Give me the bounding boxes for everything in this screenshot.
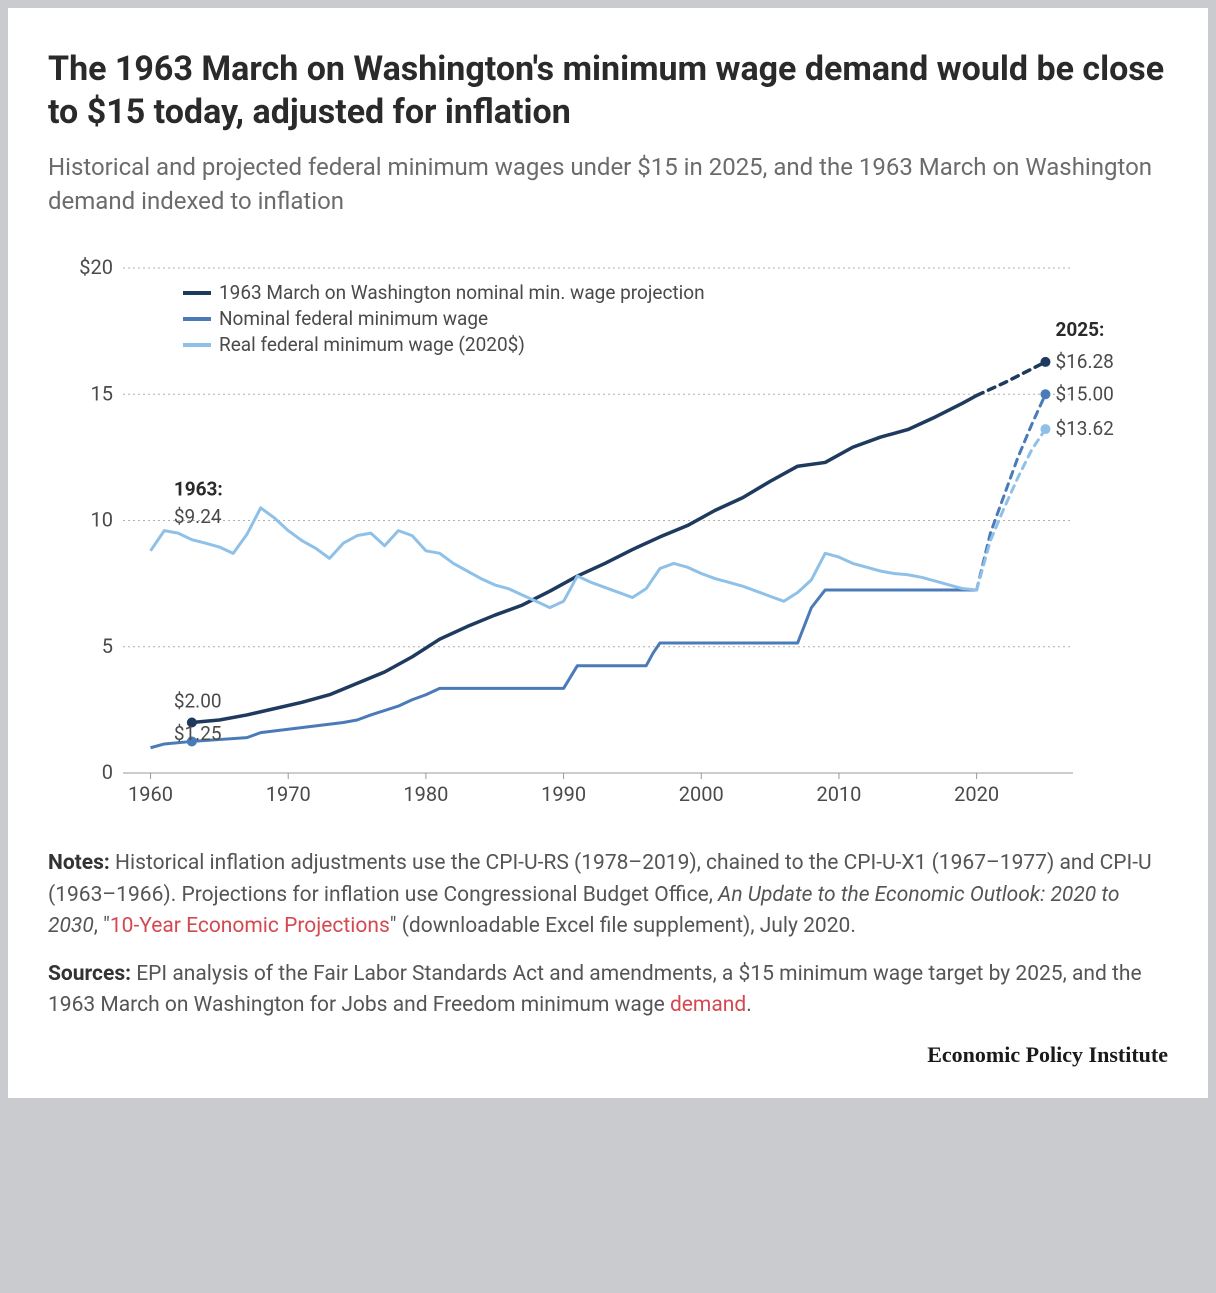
svg-text:$15.00: $15.00 — [1055, 382, 1113, 405]
line-chart: 0 5 10 15 $20 1960 1970 1980 1990 2000 2010 2020 196… — [48, 248, 1168, 818]
chart-area: 0 5 10 15 $20 1960 1970 1980 1990 2000 2010 2020 196… — [48, 248, 1168, 818]
notes-label: Notes: — [48, 851, 110, 875]
chart-title: The 1963 March on Washington's minimum w… — [48, 48, 1168, 133]
svg-text:$1.25: $1.25 — [174, 722, 222, 745]
svg-text:10: 10 — [91, 508, 113, 532]
svg-text:$13.62: $13.62 — [1055, 417, 1113, 440]
link-projections[interactable]: 10-Year Economic Projections — [110, 914, 390, 938]
svg-text:1963 March on Washington nomin: 1963 March on Washington nominal min. wa… — [219, 281, 705, 304]
svg-text:Real federal minimum wage (202: Real federal minimum wage (2020$) — [219, 333, 525, 356]
svg-text:0: 0 — [102, 760, 113, 784]
notes-text: Notes: Historical inflation adjustments … — [48, 848, 1168, 943]
sources-text: Sources: EPI analysis of the Fair Labor … — [48, 959, 1168, 1022]
attribution: Economic Policy Institute — [48, 1042, 1168, 1068]
chart-subtitle: Historical and projected federal minimum… — [48, 151, 1168, 218]
svg-text:2020: 2020 — [954, 782, 999, 806]
svg-text:$9.24: $9.24 — [174, 505, 222, 528]
svg-text:1970: 1970 — [266, 782, 311, 806]
svg-text:Nominal federal minimum wage: Nominal federal minimum wage — [219, 307, 488, 330]
svg-text:2010: 2010 — [816, 782, 861, 806]
svg-text:$20: $20 — [79, 255, 113, 279]
sources-label: Sources: — [48, 962, 131, 986]
svg-text:15: 15 — [91, 381, 113, 405]
link-demand[interactable]: demand — [670, 993, 746, 1017]
svg-text:$2.00: $2.00 — [174, 690, 222, 713]
svg-text:2025:: 2025: — [1055, 318, 1104, 341]
svg-text:1980: 1980 — [403, 782, 448, 806]
svg-text:2000: 2000 — [679, 782, 724, 806]
svg-text:1990: 1990 — [541, 782, 586, 806]
svg-text:1960: 1960 — [128, 782, 173, 806]
chart-card: The 1963 March on Washington's minimum w… — [8, 8, 1208, 1098]
svg-text:1963:: 1963: — [174, 477, 223, 500]
svg-text:$16.28: $16.28 — [1055, 350, 1113, 373]
svg-text:5: 5 — [102, 634, 113, 658]
